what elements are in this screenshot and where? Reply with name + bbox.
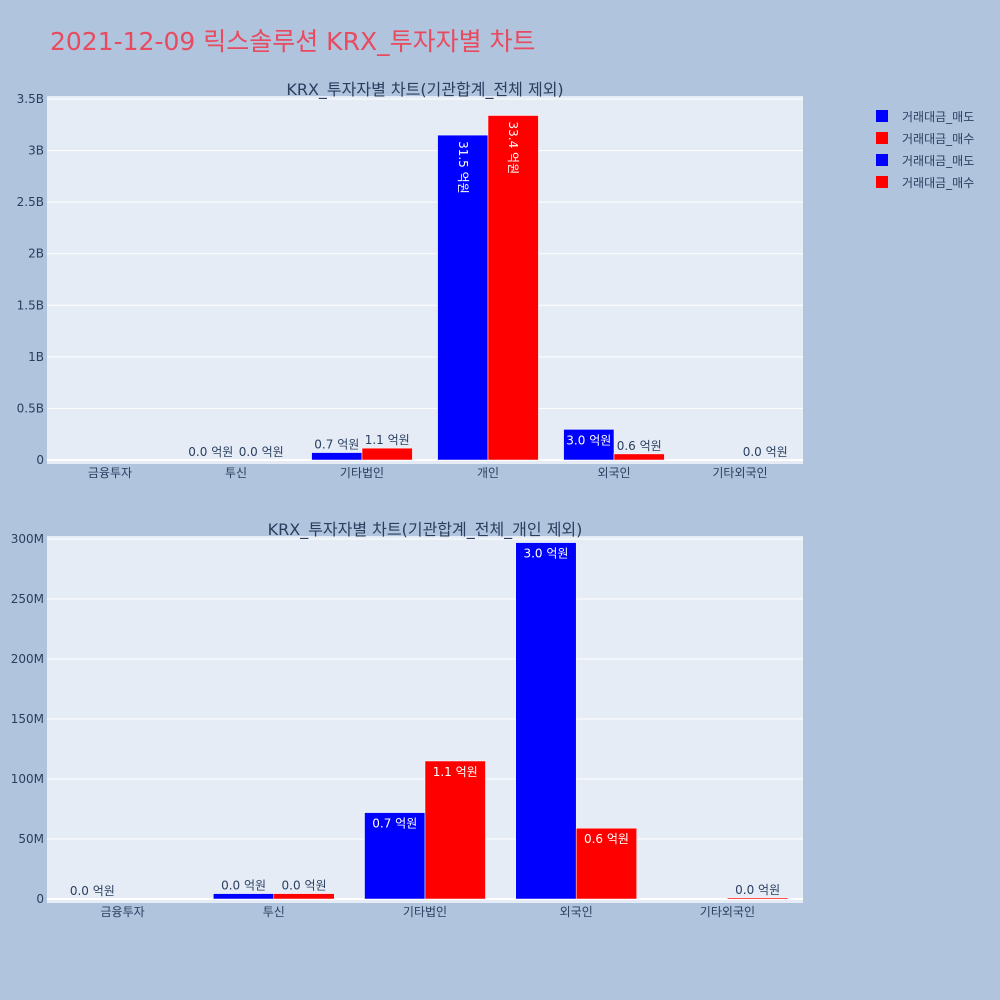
x-tick-label: 투신 [225, 466, 247, 480]
legend-label: 거래대금_매수 [902, 175, 975, 190]
data-label: 0.0 억원 [221, 879, 266, 893]
bar-sell [364, 812, 426, 900]
y-tick-label: 200M [11, 652, 44, 666]
bar-buy [273, 893, 335, 900]
y-tick-label: 250M [11, 592, 44, 606]
data-label: 33.4 억원 [506, 122, 520, 175]
y-tick-label: 0 [36, 453, 44, 467]
y-tick-label: 100M [11, 772, 44, 786]
bar-sell [437, 134, 489, 461]
legend-item-sell-2[interactable]: 거래대금_매도 [876, 149, 974, 171]
chart-title-2: KRX_투자자별 차트(기관합계_전체_개인 제외) [268, 520, 583, 540]
legend-label: 거래대금_매도 [902, 109, 975, 124]
bar-sell [515, 542, 577, 900]
y-tick-label: 1.5B [17, 298, 44, 312]
x-tick-label: 금융투자 [88, 466, 132, 480]
legend-swatch-red [876, 176, 888, 188]
x-tick-label: 투신 [263, 905, 285, 919]
data-label: 0.7 억원 [314, 438, 359, 452]
y-tick-label: 2.5B [17, 195, 44, 209]
y-tick-label: 0 [36, 892, 44, 906]
x-tick-label: 금융투자 [101, 905, 145, 919]
data-label: 31.5 억원 [456, 141, 470, 194]
y-tick-label: 50M [18, 832, 44, 846]
legend-item-sell-1[interactable]: 거래대금_매도 [876, 105, 974, 127]
y-tick-label: 2B [28, 247, 44, 261]
y-tick-label: 0.5B [17, 401, 44, 415]
data-label: 0.6 억원 [584, 832, 629, 846]
data-label: 1.1 억원 [433, 765, 478, 779]
bar-sell [213, 893, 275, 900]
bar-buy [727, 897, 789, 900]
legend-swatch-blue [876, 110, 888, 122]
x-tick-label: 기타법인 [403, 905, 447, 919]
plot-area-1 [47, 96, 803, 464]
y-tick-label: 150M [11, 712, 44, 726]
data-label: 0.0 억원 [282, 879, 327, 893]
data-label: 0.0 억원 [70, 884, 115, 898]
bar-sell [311, 452, 363, 461]
legend-label: 거래대금_매수 [902, 131, 975, 146]
bar-buy [361, 447, 413, 461]
data-label: 1.1 억원 [365, 433, 410, 447]
y-tick-label: 3B [28, 144, 44, 158]
x-tick-label: 외국인 [597, 466, 630, 480]
y-tick-label: 1B [28, 350, 44, 364]
x-tick-label: 개인 [477, 466, 499, 480]
x-tick-label: 기타법인 [340, 466, 384, 480]
bar-buy [424, 760, 486, 900]
bar-sell [563, 429, 615, 461]
y-tick-label: 3.5B [17, 92, 44, 106]
x-tick-label: 기타외국인 [712, 466, 767, 480]
x-tick-label: 외국인 [560, 905, 593, 919]
bar-buy [487, 115, 539, 461]
legend: 거래대금_매도 거래대금_매수 거래대금_매도 거래대금_매수 [876, 105, 974, 193]
legend-swatch-blue [876, 154, 888, 166]
data-label: 0.0 억원 [743, 445, 788, 459]
data-label: 0.6 억원 [617, 439, 662, 453]
x-tick-label: 기타외국인 [700, 905, 755, 919]
data-label: 0.0 억원 [239, 445, 284, 459]
chart-title-1: KRX_투자자별 차트(기관합계_전체 제외) [286, 80, 563, 100]
legend-label: 거래대금_매도 [902, 153, 975, 168]
bar-buy [575, 827, 637, 900]
data-label: 0.0 억원 [735, 883, 780, 897]
data-label: 3.0 억원 [523, 547, 568, 561]
legend-swatch-red [876, 132, 888, 144]
page-title: 2021-12-09 릭스솔루션 KRX_투자자별 차트 [50, 27, 536, 56]
legend-item-buy-1[interactable]: 거래대금_매수 [876, 127, 974, 149]
data-label: 0.0 억원 [188, 445, 233, 459]
y-tick-label: 300M [11, 532, 44, 546]
legend-item-buy-2[interactable]: 거래대금_매수 [876, 171, 974, 193]
data-label: 0.7 억원 [372, 817, 417, 831]
bar-buy [613, 453, 665, 461]
data-label: 3.0 억원 [566, 433, 611, 447]
